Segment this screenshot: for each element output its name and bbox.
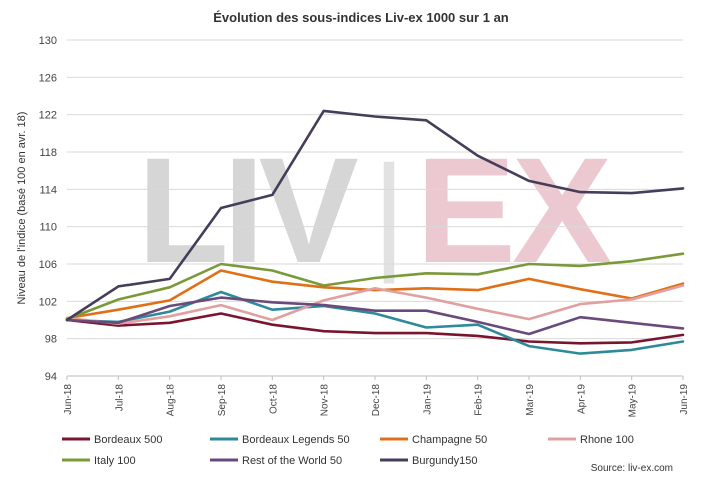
x-tick-label: Dec-18 — [371, 384, 382, 417]
y-tick-label: 98 — [45, 334, 57, 346]
y-tick-label: 106 — [39, 259, 57, 271]
x-tick-label: Mar-19 — [525, 384, 536, 416]
x-tick-label: Jan-19 — [422, 384, 433, 415]
y-tick-label: 102 — [39, 296, 57, 308]
legend-label: Burgundy150 — [412, 455, 477, 467]
legend-label: Champagne 50 — [412, 434, 487, 446]
y-tick-label: 118 — [39, 147, 57, 159]
y-tick-label: 114 — [39, 184, 57, 196]
legend: Bordeaux 500 Bordeaux Legends 50 Champagne… — [62, 434, 634, 467]
series-line — [65, 252, 685, 321]
series-line — [65, 290, 685, 355]
legend-label: Rhone 100 — [580, 434, 634, 446]
y-tick-label: 130 — [39, 35, 57, 47]
x-tick-label: Jun-18 — [63, 384, 74, 415]
x-tick-label: Feb-19 — [474, 384, 485, 416]
x-tick-label: May-19 — [628, 384, 639, 418]
source-note: Source: liv-ex.com — [591, 463, 673, 474]
watermark-separator: | — [372, 138, 406, 284]
axes: 94 98 102 106 110 114 118 122 126 130 Jun-18 Jul-18… — [39, 35, 690, 417]
x-tick-label: Aug-18 — [166, 384, 177, 417]
chart-title: Évolution des sous-indices Liv-ex 1000 s… — [213, 10, 509, 25]
x-tick-label: Sep-18 — [217, 384, 228, 417]
series-line — [65, 284, 685, 326]
x-tick-label: Oct-18 — [268, 384, 279, 414]
y-tick-label: 126 — [39, 72, 57, 84]
series-lines — [65, 109, 685, 355]
series-line — [65, 109, 685, 322]
legend-label: Bordeaux Legends 50 — [242, 434, 350, 446]
y-tick-label: 94 — [45, 371, 57, 383]
x-tick-label: Jun-19 — [679, 384, 690, 415]
watermark-ex-text: EX — [416, 126, 611, 294]
legend-label: Rest of the World 50 — [242, 455, 342, 467]
y-axis-label: Niveau de l'indice (basé 100 en avr. 18) — [16, 112, 28, 305]
x-tick-label: Jul-18 — [114, 384, 125, 412]
series-line — [65, 296, 685, 336]
series-line — [65, 269, 685, 320]
watermark-liv-text: LIV — [137, 126, 358, 294]
legend-label: Italy 100 — [94, 455, 136, 467]
x-tick-label: Nov-18 — [320, 384, 331, 417]
x-tick-label: Apr-19 — [576, 384, 587, 414]
y-tick-label: 110 — [39, 222, 57, 234]
y-tick-label: 122 — [39, 110, 57, 122]
series-line — [65, 312, 685, 345]
legend-label: Bordeaux 500 — [94, 434, 163, 446]
